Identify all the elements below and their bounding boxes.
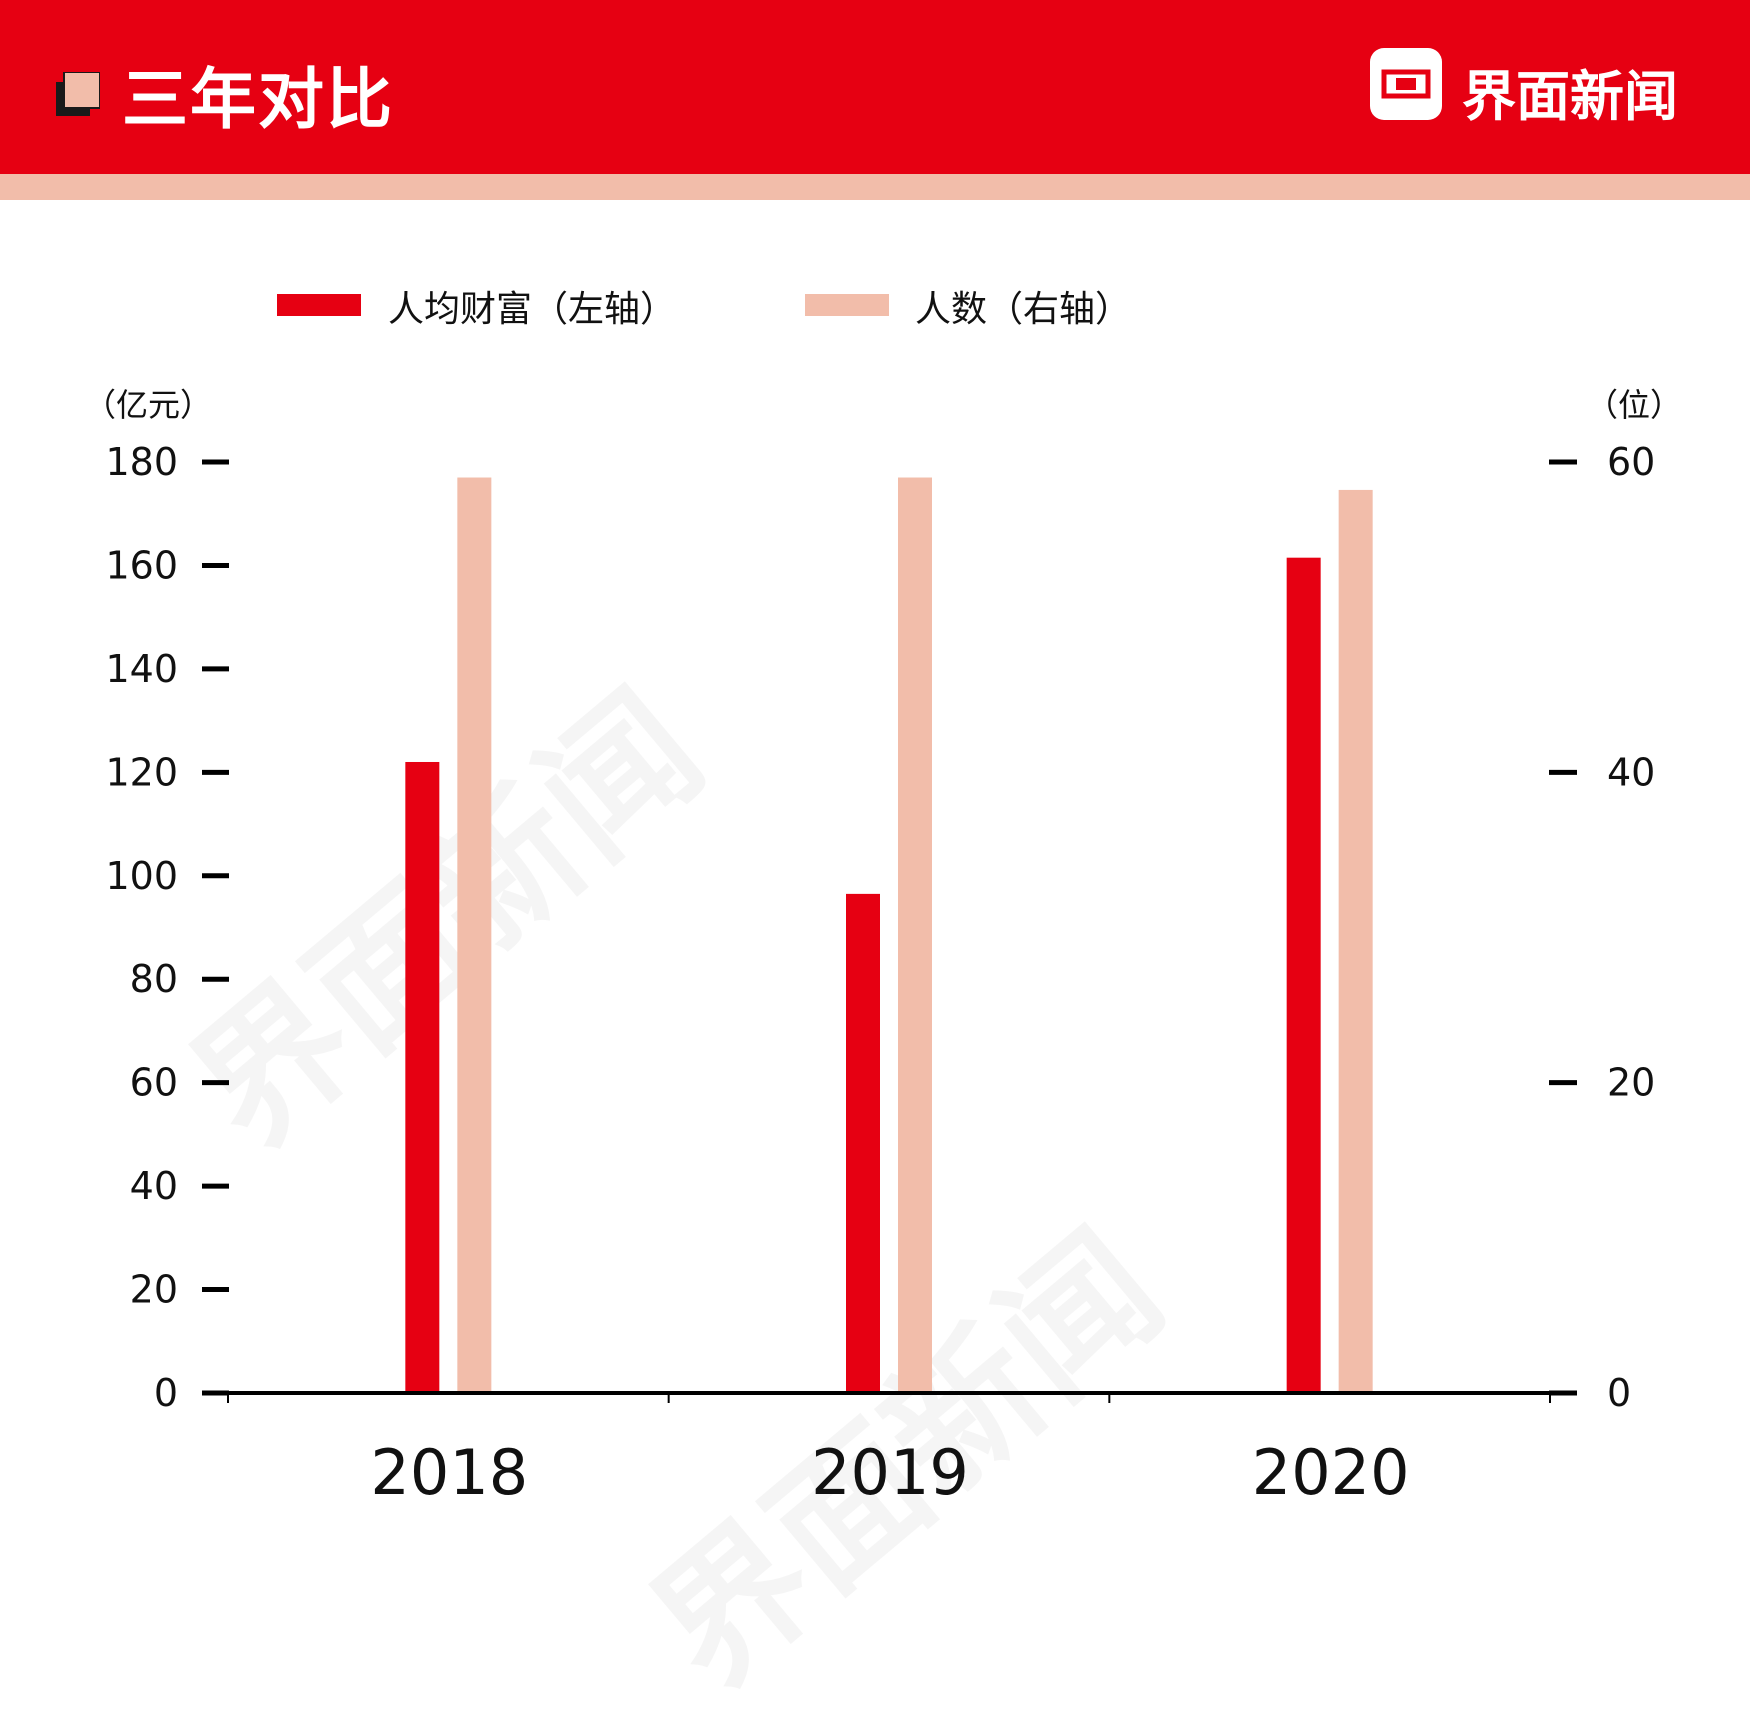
bar-wealth xyxy=(1286,557,1321,1393)
left-axis-tick-label: 100 xyxy=(105,854,178,898)
right-axis-tick-label: 40 xyxy=(1607,750,1655,794)
left-axis-tick-label: 120 xyxy=(105,750,178,794)
x-axis-tick-label: 2020 xyxy=(1252,1436,1410,1509)
header-stripe xyxy=(0,174,1750,200)
bar-count xyxy=(1338,489,1373,1393)
brand-logo-icon xyxy=(1370,48,1442,120)
left-axis-tick-label: 40 xyxy=(130,1164,178,1208)
bar-wealth xyxy=(846,893,880,1393)
left-axis-unit: （亿元） xyxy=(84,386,213,424)
left-axis-tick-label: 60 xyxy=(130,1061,178,1105)
brand-name: 界面新闻 xyxy=(1462,65,1678,128)
legend-label-wealth: 人均财富（左轴） xyxy=(388,289,677,330)
right-axis-tick-label: 60 xyxy=(1607,440,1655,484)
right-axis-tick-label: 0 xyxy=(1607,1371,1631,1415)
right-axis-unit: （位） xyxy=(1586,386,1683,424)
left-axis-tick-label: 140 xyxy=(105,647,178,691)
legend-label-count: 人数（右轴） xyxy=(915,289,1132,330)
left-axis-tick-label: 80 xyxy=(130,957,178,1001)
right-axis-tick-label: 20 xyxy=(1607,1061,1655,1105)
page-title: 三年对比 xyxy=(122,61,394,138)
title-box-icon xyxy=(56,72,100,116)
bar-wealth xyxy=(405,761,440,1393)
bar-chart: 0 20 40 60 80 100 120 140 160 180 0 20 40 60 2018 2019 2… xyxy=(105,440,1655,1509)
left-axis-tick-label: 0 xyxy=(154,1371,178,1415)
left-axis-tick-label: 20 xyxy=(130,1268,178,1312)
x-axis-tick-label: 2018 xyxy=(370,1436,528,1509)
legend: 人均财富（左轴） 人数（右轴） xyxy=(0,280,1750,330)
bar-count xyxy=(898,477,932,1393)
legend-swatch-count xyxy=(805,294,889,316)
left-axis-tick-label: 160 xyxy=(105,543,178,587)
left-axis-tick-label: 180 xyxy=(105,440,178,484)
header: 三年对比 界面新闻 xyxy=(0,0,1750,200)
legend-swatch-wealth xyxy=(277,294,361,316)
bar-count xyxy=(457,477,492,1393)
header-bar xyxy=(0,0,1750,174)
x-axis-tick-label: 2019 xyxy=(811,1436,969,1509)
